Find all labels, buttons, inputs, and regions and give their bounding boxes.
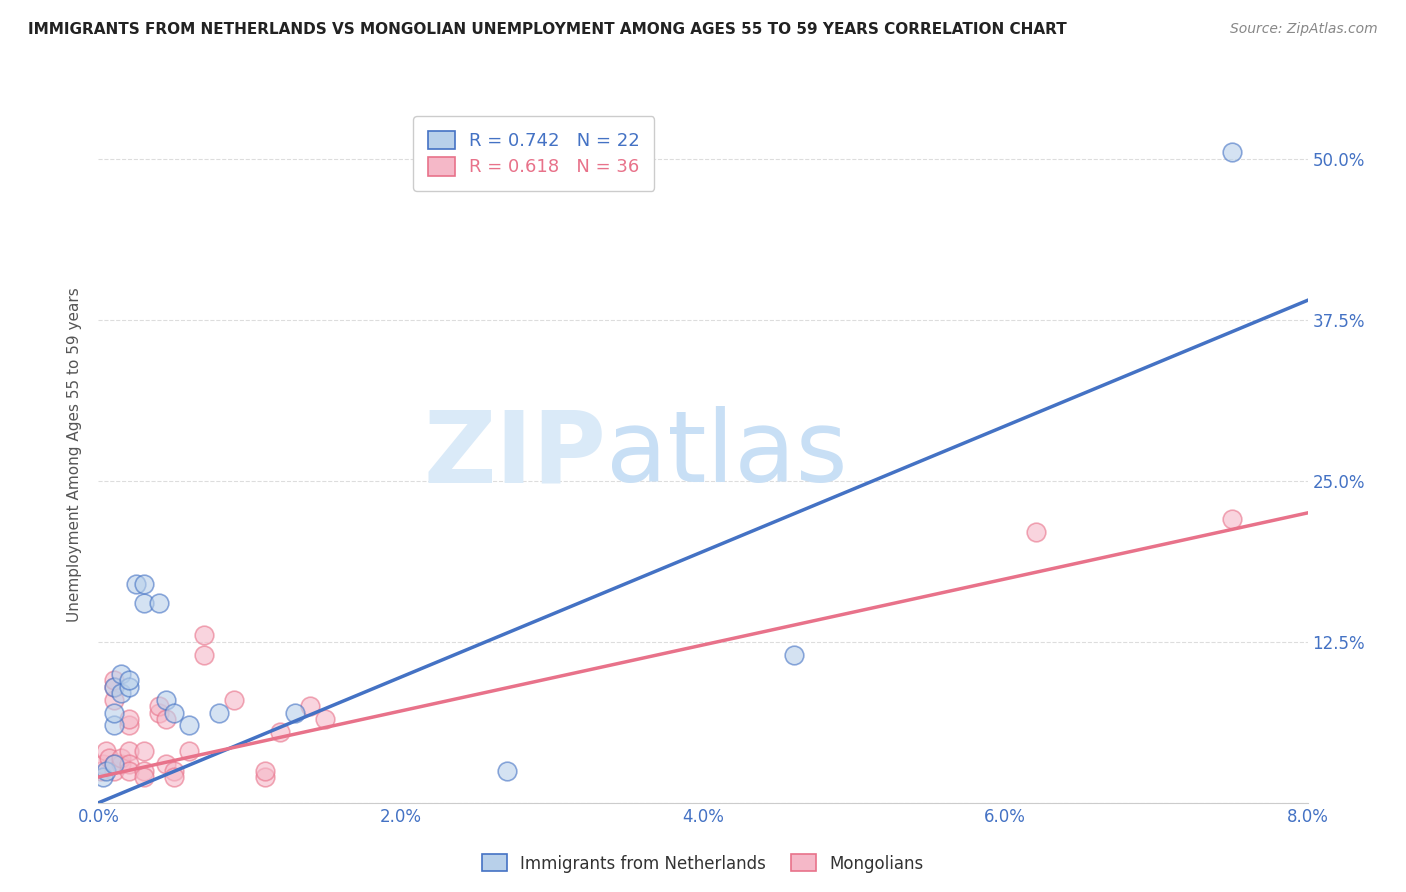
Point (1025, 525, 1047, 540)
Point (103, 757, 125, 772)
Point (103, 718, 125, 732)
Point (118, 718, 141, 732)
Point (103, 680, 125, 694)
Point (110, 757, 132, 772)
Point (163, 770, 186, 784)
Point (94, 764, 117, 778)
Point (193, 648, 215, 662)
Y-axis label: Unemployment Among Ages 55 to 59 years: Unemployment Among Ages 55 to 59 years (66, 287, 82, 623)
Point (110, 686, 132, 700)
Point (90, 764, 112, 778)
Point (132, 596, 155, 610)
Point (98, 750, 121, 764)
Point (110, 750, 132, 764)
Point (103, 673, 125, 688)
Point (118, 744, 141, 758)
Point (103, 764, 125, 778)
Point (118, 764, 141, 778)
Point (91, 757, 114, 772)
Point (148, 596, 170, 610)
Point (148, 706, 170, 720)
Legend: R = 0.742   N = 22, R = 0.618   N = 36: R = 0.742 N = 22, R = 0.618 N = 36 (413, 116, 654, 191)
Point (132, 764, 155, 778)
Point (118, 673, 141, 688)
Point (253, 770, 276, 784)
Point (132, 576, 155, 591)
Point (103, 706, 125, 720)
Point (314, 712, 336, 726)
Point (155, 757, 177, 772)
Point (208, 706, 231, 720)
Point (103, 757, 125, 772)
Point (284, 706, 307, 720)
Point (148, 699, 170, 714)
Point (110, 667, 132, 681)
Point (118, 680, 141, 694)
Point (495, 764, 517, 778)
Point (103, 680, 125, 694)
Point (179, 718, 201, 732)
Point (155, 692, 177, 706)
Point (783, 648, 806, 662)
Point (132, 770, 155, 784)
Point (125, 576, 148, 591)
Point (132, 744, 155, 758)
Point (193, 628, 215, 642)
Point (1220, 512, 1243, 526)
Legend: Immigrants from Netherlands, Mongolians: Immigrants from Netherlands, Mongolians (475, 847, 931, 880)
Text: atlas: atlas (606, 407, 848, 503)
Text: Source: ZipAtlas.com: Source: ZipAtlas.com (1230, 22, 1378, 37)
Text: IMMIGRANTS FROM NETHERLANDS VS MONGOLIAN UNEMPLOYMENT AMONG AGES 55 TO 59 YEARS : IMMIGRANTS FROM NETHERLANDS VS MONGOLIAN… (28, 22, 1067, 37)
Point (118, 757, 141, 772)
Point (155, 712, 177, 726)
Point (91, 770, 114, 784)
Point (118, 712, 141, 726)
Point (224, 692, 246, 706)
Point (1220, 145, 1243, 160)
Point (103, 692, 125, 706)
Text: ZIP: ZIP (423, 407, 606, 503)
Point (253, 764, 276, 778)
Point (163, 706, 186, 720)
Point (299, 699, 322, 714)
Point (179, 744, 201, 758)
Point (163, 764, 186, 778)
Point (94, 744, 117, 758)
Point (269, 725, 291, 739)
